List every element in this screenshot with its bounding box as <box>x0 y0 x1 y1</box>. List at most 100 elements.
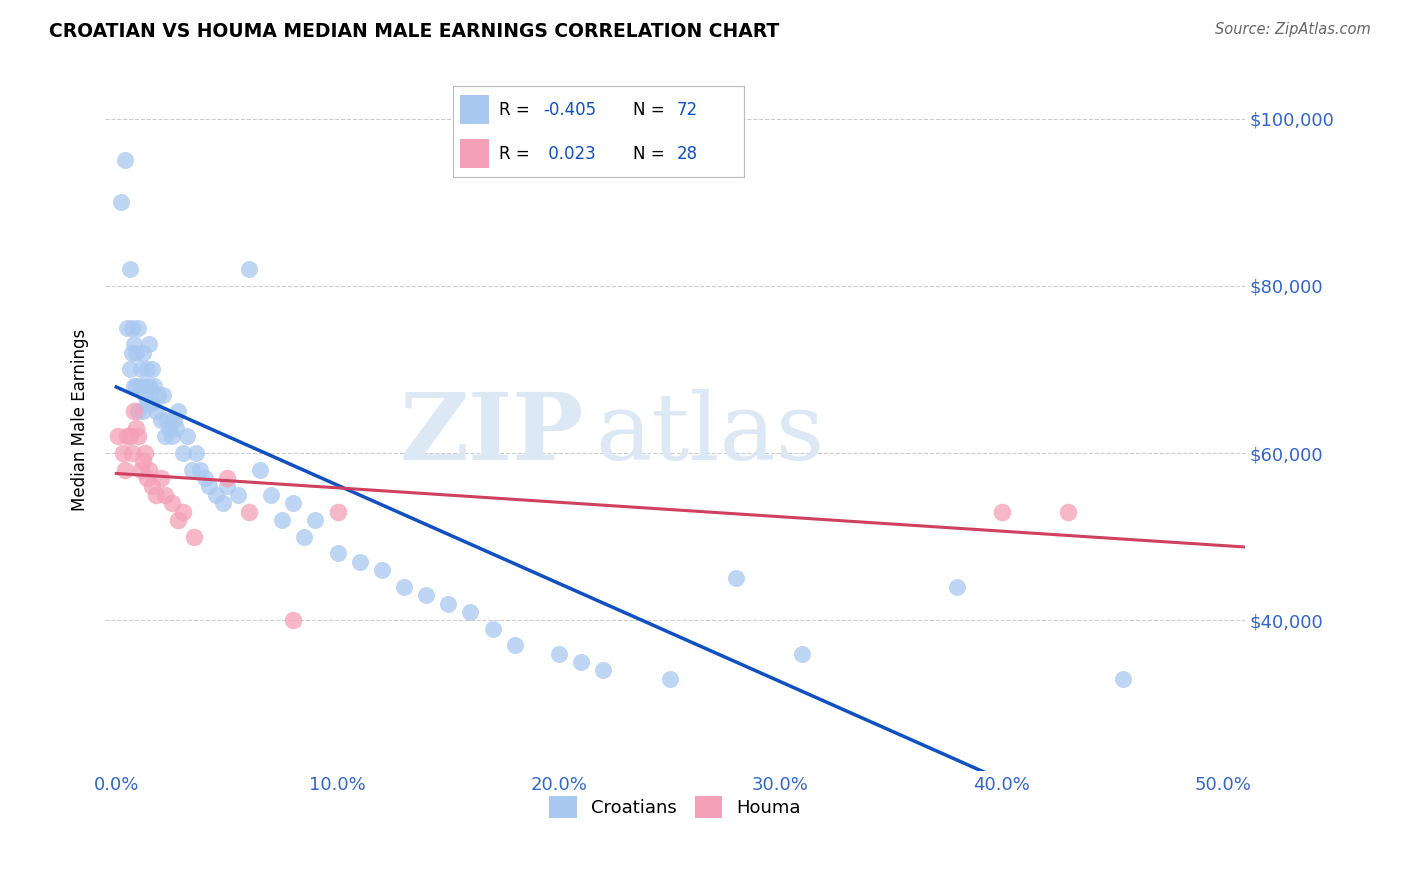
Point <box>127 429 149 443</box>
Point <box>184 446 207 460</box>
Point <box>249 463 271 477</box>
Point <box>172 504 194 518</box>
Point <box>283 496 305 510</box>
Point <box>260 488 283 502</box>
Text: ZIP: ZIP <box>399 389 583 479</box>
Point <box>118 362 141 376</box>
Point <box>122 337 145 351</box>
Y-axis label: Median Male Earnings: Median Male Earnings <box>72 328 89 511</box>
Point <box>165 421 187 435</box>
Point <box>145 488 167 502</box>
Point <box>205 488 228 502</box>
Point <box>226 488 249 502</box>
Point <box>194 471 217 485</box>
Point <box>326 504 349 518</box>
Point <box>107 429 129 443</box>
Point <box>125 379 148 393</box>
Point <box>127 404 149 418</box>
Point <box>122 404 145 418</box>
Point <box>152 387 174 401</box>
Point <box>415 588 437 602</box>
Point <box>110 195 132 210</box>
Point <box>127 320 149 334</box>
Point <box>129 362 152 376</box>
Point <box>460 605 482 619</box>
Point <box>198 479 221 493</box>
Point <box>129 463 152 477</box>
Point <box>211 496 233 510</box>
Point <box>117 320 139 334</box>
Point <box>592 664 614 678</box>
Point <box>114 463 136 477</box>
Point <box>125 421 148 435</box>
Point <box>118 429 141 443</box>
Point <box>142 379 165 393</box>
Point <box>481 622 503 636</box>
Point <box>111 446 134 460</box>
Point <box>548 647 571 661</box>
Point <box>172 446 194 460</box>
Text: CROATIAN VS HOUMA MEDIAN MALE EARNINGS CORRELATION CHART: CROATIAN VS HOUMA MEDIAN MALE EARNINGS C… <box>49 22 779 41</box>
Point <box>190 463 212 477</box>
Point <box>153 429 176 443</box>
Point <box>792 647 814 661</box>
Point <box>167 513 190 527</box>
Point <box>371 563 394 577</box>
Point <box>238 504 260 518</box>
Point <box>1057 504 1080 518</box>
Point <box>141 362 163 376</box>
Text: Source: ZipAtlas.com: Source: ZipAtlas.com <box>1215 22 1371 37</box>
Legend: Croatians, Houma: Croatians, Houma <box>543 789 808 825</box>
Point <box>121 320 143 334</box>
Point <box>149 471 172 485</box>
Point <box>134 446 156 460</box>
Point <box>658 672 681 686</box>
Point <box>136 396 159 410</box>
Point <box>122 379 145 393</box>
Point <box>121 446 143 460</box>
Point <box>163 412 186 426</box>
Point <box>160 496 183 510</box>
Point <box>294 530 316 544</box>
Point <box>304 513 326 527</box>
Point <box>156 412 179 426</box>
Point <box>176 429 198 443</box>
Point <box>145 404 167 418</box>
Point <box>215 471 238 485</box>
Point <box>138 337 160 351</box>
Point <box>283 613 305 627</box>
Point <box>157 421 180 435</box>
Point <box>114 153 136 168</box>
Point <box>215 479 238 493</box>
Point <box>160 429 183 443</box>
Point <box>183 530 205 544</box>
Point <box>271 513 294 527</box>
Point <box>134 379 156 393</box>
Point <box>132 345 155 359</box>
Point <box>136 362 159 376</box>
Point <box>990 504 1012 518</box>
Point <box>136 471 159 485</box>
Point <box>141 479 163 493</box>
Point <box>503 638 526 652</box>
Point <box>117 429 139 443</box>
Text: atlas: atlas <box>595 389 824 479</box>
Point <box>1112 672 1135 686</box>
Point <box>121 345 143 359</box>
Point <box>125 345 148 359</box>
Point <box>138 463 160 477</box>
Point <box>569 655 592 669</box>
Point <box>141 396 163 410</box>
Point <box>392 580 415 594</box>
Point <box>180 463 202 477</box>
Point <box>149 412 172 426</box>
Point <box>326 546 349 560</box>
Point <box>153 488 176 502</box>
Point <box>437 597 460 611</box>
Point <box>167 404 190 418</box>
Point <box>724 571 747 585</box>
Point <box>118 262 141 277</box>
Point <box>132 404 155 418</box>
Point <box>132 454 155 468</box>
Point <box>349 555 371 569</box>
